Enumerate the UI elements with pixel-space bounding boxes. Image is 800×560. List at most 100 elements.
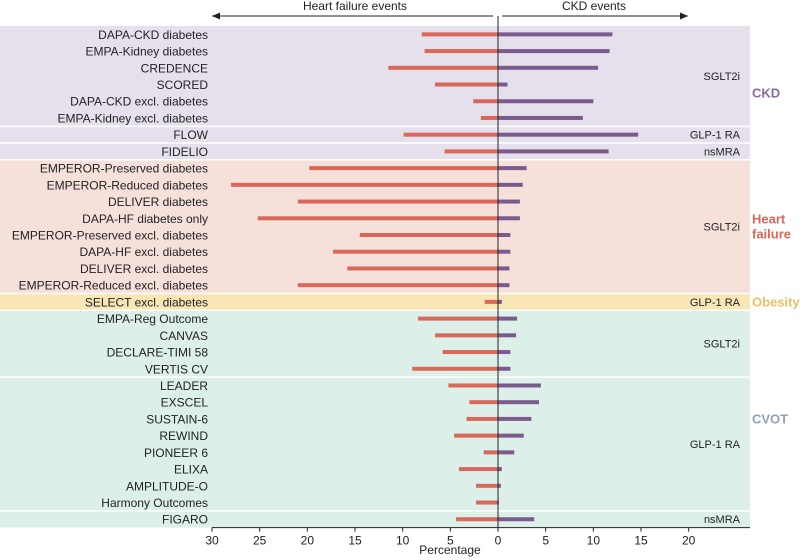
bar-heart-failure-figaro	[456, 517, 498, 522]
row-label-dapa-ckd-excl-diabetes: DAPA-CKD excl. diabetes	[70, 95, 208, 109]
bar-ckd-dapa-hf-excl-diabetes	[498, 249, 511, 254]
bar-heart-failure-emperor-preserved-diabetes	[309, 166, 498, 171]
bar-heart-failure-empa-kidney-diabetes	[424, 49, 498, 54]
x-axis-label: Percentage	[419, 543, 481, 557]
bar-ckd-exscel	[498, 400, 539, 405]
group-band-4	[0, 293, 750, 311]
bar-ckd-emperor-preserved-diabetes	[498, 166, 527, 171]
bar-heart-failure-dapa-ckd-excl-diabetes	[473, 99, 498, 104]
group-band-5	[0, 310, 750, 378]
bar-ckd-amplitude-o	[498, 483, 501, 488]
bar-ckd-rewind	[498, 433, 524, 438]
group-band-6	[0, 377, 750, 511]
bar-ckd-dapa-ckd-diabetes	[498, 32, 613, 37]
bar-ckd-leader	[498, 383, 541, 388]
row-label-empa-kidney-diabetes: EMPA-Kidney diabetes	[85, 45, 208, 59]
drug-label-6: GLP-1 RA	[690, 439, 741, 451]
x-tick-label-3: 15	[348, 534, 362, 548]
x-tick-label-8: 10	[587, 534, 601, 548]
row-label-vertis-cv: VERTIS CV	[145, 362, 208, 376]
row-label-amplitude-o: AMPLITUDE-O	[126, 479, 208, 493]
bar-ckd-empa-kidney-diabetes	[498, 49, 610, 54]
category-label-heart-failure-1: failure	[752, 227, 791, 242]
bar-ckd-sustain-6	[498, 416, 532, 421]
bar-heart-failure-pioneer-6	[483, 450, 498, 455]
left-direction-label: Heart failure events	[303, 0, 407, 13]
bar-ckd-empa-reg-outcome	[498, 316, 518, 321]
x-tick-label-10: 20	[682, 534, 696, 548]
row-label-empa-reg-outcome: EMPA-Reg Outcome	[97, 312, 208, 326]
row-label-elixa: ELIXA	[174, 463, 208, 477]
bar-ckd-flow	[498, 132, 639, 137]
bar-ckd-select-excl-diabetes	[498, 299, 502, 304]
drug-label-1: GLP-1 RA	[690, 130, 741, 142]
group-band-7	[0, 510, 750, 528]
bar-heart-failure-flow	[403, 132, 498, 137]
group-bands	[0, 26, 750, 528]
x-tick-label-4: 10	[396, 534, 410, 548]
bar-ckd-declare-timi-58	[498, 350, 511, 355]
x-tick-label-6: 0	[495, 534, 502, 548]
drug-label-0: SGLT2i	[704, 71, 740, 83]
bar-heart-failure-canvas	[435, 333, 498, 338]
bar-heart-failure-sustain-6	[466, 416, 498, 421]
row-label-empa-kidney-excl-diabetes: EMPA-Kidney excl. diabetes	[57, 111, 208, 125]
bar-ckd-emperor-reduced-excl-diabetes	[498, 283, 510, 288]
bar-heart-failure-deliver-diabetes	[297, 199, 498, 204]
group-band-0	[0, 26, 750, 127]
drug-labels: SGLT2i GLP-1 RA nsMRA SGLT2i GLP-1 RA SGLT2i G…	[690, 71, 741, 526]
bar-heart-failure-deliver-excl-diabetes	[347, 266, 498, 271]
x-tick-label-7: 5	[542, 534, 549, 548]
row-label-flow: FLOW	[173, 128, 208, 142]
x-tick-label-1: 25	[253, 534, 267, 548]
bar-heart-failure-select-excl-diabetes	[484, 299, 498, 304]
bar-heart-failure-empa-kidney-excl-diabetes	[480, 115, 498, 120]
group-band-3	[0, 159, 750, 294]
bar-ckd-pioneer-6	[498, 450, 515, 455]
bar-heart-failure-emperor-preserved-excl-diabetes	[359, 233, 498, 237]
category-label-ckd: CKD	[752, 85, 780, 100]
row-label-dapa-ckd-diabetes: DAPA-CKD diabetes	[98, 28, 208, 42]
row-label-sustain-6: SUSTAIN-6	[146, 412, 208, 426]
bar-ckd-deliver-excl-diabetes	[498, 266, 510, 271]
x-tick-label-5: 5	[447, 534, 454, 548]
bar-heart-failure-elixa	[458, 467, 498, 472]
category-label-obesity: Obesity	[752, 294, 800, 309]
group-band-1	[0, 126, 750, 144]
row-label-rewind: REWIND	[159, 429, 208, 443]
bar-heart-failure-emperor-reduced-excl-diabetes	[297, 283, 498, 288]
bar-heart-failure-dapa-hf-excl-diabetes	[333, 249, 498, 254]
bar-heart-failure-declare-timi-58	[442, 350, 498, 355]
bar-ckd-credence	[498, 65, 599, 70]
row-label-fidelio: FIDELIO	[161, 145, 208, 159]
row-labels: DAPA-CKD diabetes EMPA-Kidney diabetes CRE…	[12, 28, 209, 527]
bar-ckd-empa-kidney-excl-diabetes	[498, 115, 583, 120]
bar-ckd-dapa-ckd-excl-diabetes	[498, 99, 594, 104]
bar-ckd-deliver-diabetes	[498, 199, 520, 204]
bar-ckd-dapa-hf-diabetes-only	[498, 216, 520, 221]
row-label-dapa-hf-diabetes-only: DAPA-HF diabetes only	[82, 212, 208, 226]
category-label-cvot: CVOT	[752, 411, 788, 426]
x-tick-label-2: 20	[301, 534, 315, 548]
bar-heart-failure-leader	[448, 383, 498, 388]
bar-ckd-scored	[498, 82, 508, 87]
bar-ckd-vertis-cv	[498, 366, 511, 371]
row-label-declare-timi-58: DECLARE-TIMI 58	[107, 346, 209, 360]
row-label-credence: CREDENCE	[141, 61, 208, 75]
bar-heart-failure-credence	[388, 65, 498, 70]
row-label-emperor-preserved-diabetes: EMPEROR-Preserved diabetes	[40, 162, 208, 176]
drug-label-3: SGLT2i	[704, 222, 740, 234]
bars	[231, 32, 639, 522]
bar-ckd-emperor-preserved-excl-diabetes	[498, 233, 511, 237]
bar-heart-failure-dapa-hf-diabetes-only	[257, 216, 498, 221]
category-label-heart-failure-0: Heart	[752, 212, 786, 227]
bar-heart-failure-scored	[435, 82, 498, 87]
row-label-canvas: CANVAS	[160, 329, 208, 343]
x-tick-label-9: 15	[634, 534, 648, 548]
row-label-harmony-outcomes: Harmony Outcomes	[101, 496, 208, 510]
bar-heart-failure-rewind	[454, 433, 498, 438]
row-label-emperor-preserved-excl-diabetes: EMPEROR-Preserved excl. diabetes	[12, 229, 208, 243]
x-tick-label-0: 30	[205, 534, 219, 548]
right-direction-label: CKD events	[562, 0, 626, 13]
